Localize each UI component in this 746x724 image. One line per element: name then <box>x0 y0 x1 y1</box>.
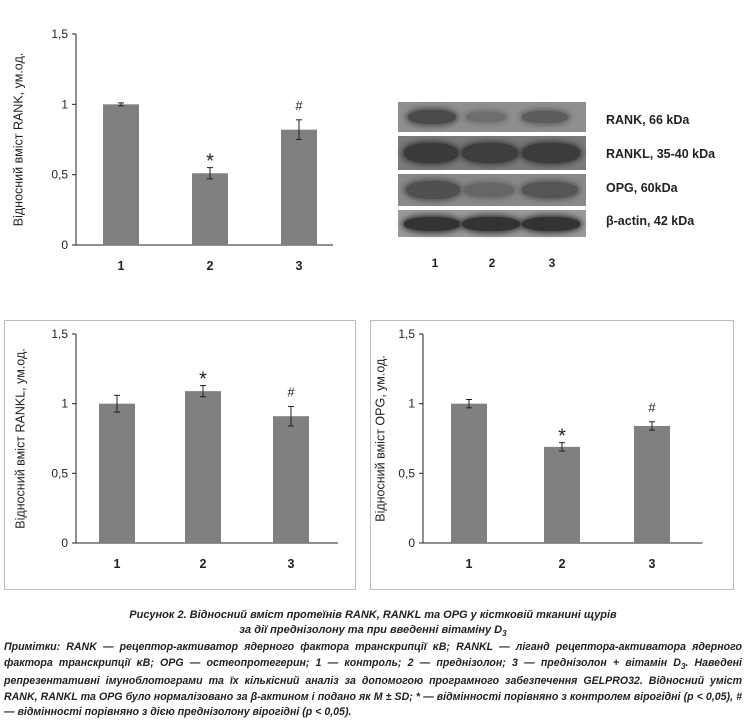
blot-label-rankl: RANKL, 35-40 kDa <box>606 147 716 161</box>
blot-lane-2: 2 <box>488 256 496 270</box>
western-blot-image <box>398 102 586 237</box>
caption-subscript: 3 <box>502 629 507 639</box>
blot-row-2 <box>398 136 586 170</box>
caption-line-1: Рисунок 2. Відносний вміст протеїнів RAN… <box>129 609 617 621</box>
significance-star: * <box>558 426 566 448</box>
significance-hash: # <box>287 384 295 399</box>
blot-band <box>404 216 460 231</box>
blot-band <box>406 181 460 199</box>
blot-band <box>408 110 456 124</box>
opg-bar-chart: 0 0,5 1 1,5 Відносний вміст OPG, ум.од. 1 2 * 3 # <box>373 327 703 571</box>
x-tick-label: 2 <box>200 557 207 571</box>
x-tick-label: 3 <box>649 557 656 571</box>
y-tick-label: 0,5 <box>51 168 68 182</box>
blot-band <box>522 182 578 198</box>
bar-group-2 <box>185 391 221 543</box>
y-tick-label: 0 <box>61 238 68 252</box>
x-tick-label: 1 <box>118 259 125 273</box>
bar-group-3 <box>273 416 309 543</box>
x-tick-label: 1 <box>114 557 121 571</box>
y-tick-label: 0,5 <box>51 466 68 480</box>
notes-part-1: Примітки: RANK — рецептор-активатор ядер… <box>4 641 742 669</box>
x-tick-label: 3 <box>296 259 303 273</box>
bar-group-3 <box>281 129 317 245</box>
blot-row-1 <box>398 102 586 132</box>
blot-band <box>466 112 506 122</box>
blot-band <box>464 183 514 197</box>
y-axis-title: Відносний вміст OPG, ум.од. <box>373 355 387 522</box>
blot-band <box>462 216 520 231</box>
y-tick-label: 0 <box>61 536 68 550</box>
rankl-bar-chart: 0 0,5 1 1,5 Відносний вміст RANKL, ум.од. 1 2 *… <box>13 327 338 571</box>
y-tick-label: 1,5 <box>51 27 68 41</box>
significance-star: * <box>206 151 214 173</box>
blot-lane-3: 3 <box>548 256 556 270</box>
significance-star: * <box>199 369 207 391</box>
bar-group-2 <box>192 173 228 245</box>
caption-line-2: за дії преднізолону та при введенні віта… <box>0 623 746 641</box>
bar-group-3 <box>634 425 670 543</box>
y-tick-label: 0,5 <box>398 466 415 480</box>
y-tick-label: 1 <box>61 397 68 411</box>
y-tick-label: 0 <box>408 536 415 550</box>
blot-band <box>462 143 518 163</box>
blot-row-4 <box>398 210 586 237</box>
rank-chart-frame: 0 0,5 1 1,5 Відносний вміст RANK, ум.од. 1 2 * 3… <box>4 16 348 280</box>
blot-band <box>404 143 458 163</box>
bar-group-1 <box>451 403 487 543</box>
x-tick-label: 1 <box>466 557 473 571</box>
y-axis-title: Відносний вміст RANK, ум.од. <box>11 53 25 226</box>
notes-subscript: 3 <box>680 661 686 671</box>
blot-lane-1: 1 <box>431 256 439 270</box>
significance-hash: # <box>295 98 303 113</box>
figure-notes: Примітки: RANK — рецептор-активатор ядер… <box>4 640 742 721</box>
notes-part-2: . Наведені репрезентативні імуноблотогра… <box>4 656 742 719</box>
rankl-chart-frame: 0 0,5 1 1,5 Відносний вміст RANKL, ум.од. 1 2 *… <box>4 320 356 590</box>
x-tick-label: 3 <box>288 557 295 571</box>
caption-line-2-text: за дії преднізолону та при введенні віта… <box>239 624 503 636</box>
bar-group-2 <box>544 446 580 543</box>
rank-bar-chart: 0 0,5 1 1,5 Відносний вміст RANK, ум.од. 1 2 * 3… <box>11 27 348 273</box>
blot-label-opg: OPG, 60kDa <box>606 181 678 195</box>
blot-row-3 <box>398 174 586 206</box>
bar-group-1 <box>99 403 135 543</box>
opg-chart-frame: 0 0,5 1 1,5 Відносний вміст OPG, ум.од. 1 2 * 3 # <box>370 320 734 590</box>
blot-label-actin: β-actin, 42 kDa <box>606 214 695 228</box>
x-tick-label: 2 <box>559 557 566 571</box>
bar-group-1 <box>103 104 139 245</box>
blot-band <box>522 216 580 231</box>
blot-label-rank: RANK, 66 kDa <box>606 113 690 127</box>
y-tick-label: 1 <box>61 97 68 111</box>
y-axis-title: Відносний вміст RANKL, ум.од. <box>13 348 27 528</box>
y-tick-label: 1,5 <box>51 327 68 341</box>
x-tick-label: 2 <box>207 259 214 273</box>
figure-caption: Рисунок 2. Відносний вміст протеїнів RAN… <box>0 608 746 641</box>
blot-band <box>522 143 580 163</box>
significance-hash: # <box>648 400 656 415</box>
y-tick-label: 1,5 <box>398 327 415 341</box>
y-tick-label: 1 <box>408 397 415 411</box>
blot-band <box>522 111 568 123</box>
